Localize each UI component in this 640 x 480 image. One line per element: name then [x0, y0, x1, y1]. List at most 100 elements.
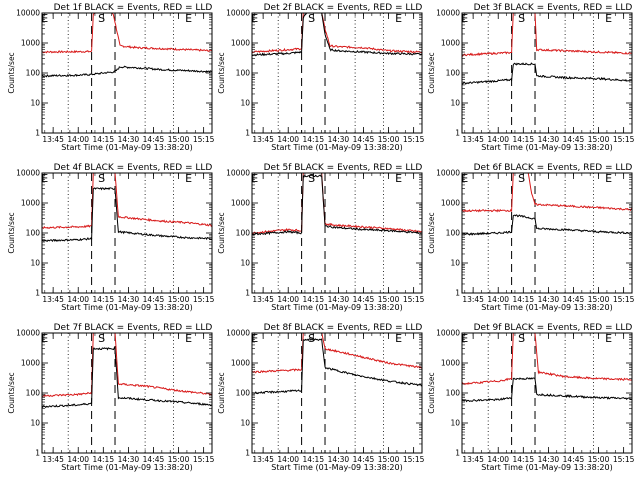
- time-marker-label: S: [98, 332, 105, 345]
- chart-title: Det 4f BLACK = Events, RED = LLD: [54, 163, 213, 173]
- events-series-line: [252, 13, 422, 57]
- series-group: [252, 173, 422, 236]
- series-group: [462, 13, 632, 85]
- x-tick-label: 14:45: [143, 295, 165, 304]
- x-tick-label: 13:45: [42, 295, 64, 304]
- y-tick-label: 10: [240, 99, 250, 108]
- y-axis-label: Counts/sec: [7, 52, 16, 93]
- y-tick-label: 10000: [226, 169, 250, 178]
- x-tick-label: 14:00: [67, 455, 89, 464]
- x-tick-label: 14:00: [67, 295, 89, 304]
- time-marker-label: S: [308, 332, 315, 345]
- chart-title: Det 2f BLACK = Events, RED = LLD: [264, 3, 423, 13]
- x-tick-label: 15:00: [168, 135, 190, 144]
- x-tick-label: 14:15: [512, 455, 534, 464]
- lld-series-line: [252, 333, 422, 374]
- x-axis-label: Start Time (01-May-09 13:38:20): [61, 463, 192, 472]
- time-marker-label: E: [395, 12, 402, 25]
- x-tick-label: 13:45: [252, 135, 274, 144]
- x-axis-label: Start Time (01-May-09 13:38:20): [271, 303, 402, 312]
- x-axis-label: Start Time (01-May-09 13:38:20): [271, 143, 402, 152]
- chart-title: Det 3f BLACK = Events, RED = LLD: [474, 3, 633, 13]
- y-tick-label: 1000: [441, 39, 460, 48]
- time-marker-label: E: [251, 332, 258, 345]
- time-marker-label: S: [308, 172, 315, 185]
- x-tick-label: 15:15: [403, 295, 425, 304]
- x-tick-label: 13:45: [252, 295, 274, 304]
- x-tick-label: 13:45: [252, 455, 274, 464]
- y-tick-label: 100: [446, 229, 461, 238]
- chart-title: Det 5f BLACK = Events, RED = LLD: [264, 163, 423, 173]
- y-tick-label: 1000: [21, 39, 40, 48]
- chart-title: Det 8f BLACK = Events, RED = LLD: [264, 323, 423, 333]
- y-tick-label: 10000: [16, 329, 40, 338]
- time-marker-label: E: [251, 172, 258, 185]
- x-tick-label: 15:15: [613, 295, 635, 304]
- time-marker-label: E: [185, 12, 192, 25]
- time-marker-label: S: [518, 12, 525, 25]
- chart-title: Det 7f BLACK = Events, RED = LLD: [54, 323, 213, 333]
- y-axis-label: Counts/sec: [217, 212, 226, 253]
- y-tick-label: 1: [35, 449, 40, 458]
- y-tick-label: 10000: [16, 9, 40, 18]
- x-tick-label: 13:45: [462, 295, 484, 304]
- x-tick-label: 14:30: [118, 295, 140, 304]
- y-tick-label: 1: [245, 449, 250, 458]
- x-axis-label: Start Time (01-May-09 13:38:20): [481, 143, 612, 152]
- x-tick-label: 13:45: [462, 135, 484, 144]
- x-tick-label: 14:00: [277, 135, 299, 144]
- x-tick-label: 14:00: [67, 135, 89, 144]
- x-tick-label: 15:15: [193, 295, 215, 304]
- time-marker-label: E: [185, 332, 192, 345]
- x-axis-label: Start Time (01-May-09 13:38:20): [61, 303, 192, 312]
- y-axis-label: Counts/sec: [7, 372, 16, 413]
- y-tick-label: 100: [26, 389, 41, 398]
- x-tick-label: 15:15: [403, 455, 425, 464]
- x-tick-label: 14:30: [328, 455, 350, 464]
- chart-title: Det 6f BLACK = Events, RED = LLD: [474, 163, 633, 173]
- x-tick-label: 14:30: [538, 135, 560, 144]
- time-marker-label: E: [41, 172, 48, 185]
- y-axis-label: Counts/sec: [217, 52, 226, 93]
- x-tick-label: 14:45: [563, 295, 585, 304]
- time-marker-label: E: [41, 332, 48, 345]
- lld-series-line: [462, 13, 632, 57]
- events-series-line: [462, 377, 632, 403]
- y-tick-label: 1: [455, 449, 460, 458]
- events-series-line: [462, 214, 632, 236]
- series-group: [462, 173, 632, 236]
- y-tick-label: 10000: [436, 169, 460, 178]
- x-tick-label: 14:45: [563, 455, 585, 464]
- lld-series-line: [42, 173, 212, 229]
- series-group: [42, 173, 212, 243]
- events-series-line: [462, 62, 632, 85]
- time-marker-label: E: [605, 12, 612, 25]
- x-tick-label: 15:00: [378, 135, 400, 144]
- y-tick-label: 100: [26, 69, 41, 78]
- y-tick-label: 10: [30, 419, 40, 428]
- events-series-line: [252, 174, 422, 236]
- series-group: [252, 13, 422, 57]
- x-tick-label: 14:30: [118, 135, 140, 144]
- x-axis-label: Start Time (01-May-09 13:38:20): [481, 463, 612, 472]
- y-tick-label: 1: [35, 129, 40, 138]
- events-series-line: [252, 338, 422, 395]
- x-tick-label: 14:15: [92, 455, 114, 464]
- x-tick-label: 15:15: [403, 135, 425, 144]
- y-tick-label: 10000: [16, 169, 40, 178]
- x-axis-label: Start Time (01-May-09 13:38:20): [271, 463, 402, 472]
- y-tick-label: 100: [236, 389, 251, 398]
- x-tick-label: 14:30: [328, 135, 350, 144]
- y-tick-label: 1: [455, 289, 460, 298]
- time-marker-label: E: [185, 172, 192, 185]
- lld-series-line: [42, 13, 212, 54]
- x-tick-label: 15:00: [378, 455, 400, 464]
- x-tick-label: 15:00: [588, 135, 610, 144]
- x-tick-label: 14:00: [487, 135, 509, 144]
- time-marker-label: E: [461, 172, 468, 185]
